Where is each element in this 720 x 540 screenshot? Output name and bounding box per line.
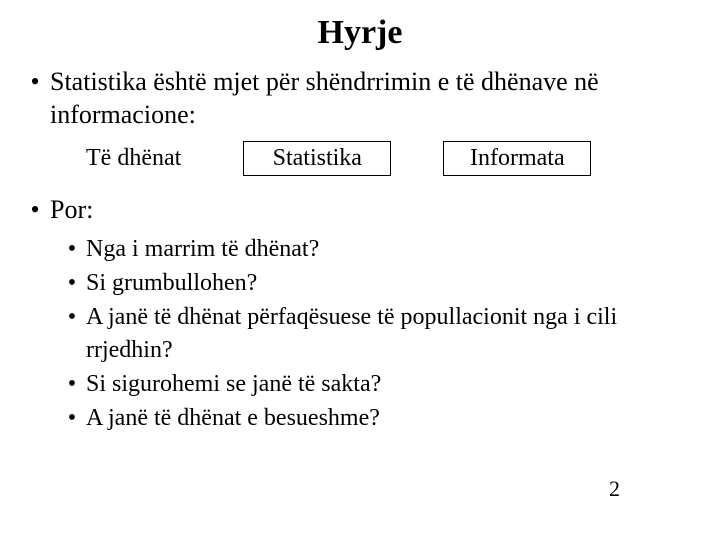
bullet-dot-icon: • [58,402,86,434]
flow-box-information: Informata [443,141,591,176]
bullet-level2: • A janë të dhënat e besueshme? [58,402,700,434]
bullet-dot-icon: • [58,233,86,265]
bullet-level2: • Si grumbullohen? [58,267,700,299]
flow-boxes-row: Të dhënat Statistika Informata [76,141,700,176]
bullet-level2-text: Nga i marrim të dhënat? [86,233,700,265]
bullet-level2: • A janë të dhënat përfaqësuese të popul… [58,301,700,366]
bullet-level2-text: A janë të dhënat e besueshme? [86,402,700,434]
bullet-level2: • Si sigurohemi se janë të sakta? [58,368,700,400]
flow-box-statistics: Statistika [243,141,391,176]
bullet-dot-icon: • [58,267,86,299]
flow-box-data: Të dhënat [76,142,191,175]
bullet-level2: • Nga i marrim të dhënat? [58,233,700,265]
bullet-level1-text: Por: [50,194,700,227]
bullet-dot-icon: • [58,368,86,400]
page-number: 2 [609,476,620,502]
bullet-level2-text: A janë të dhënat përfaqësuese të populla… [86,301,700,366]
bullet-dot-icon: • [58,301,86,333]
bullet-level2-text: Si sigurohemi se janë të sakta? [86,368,700,400]
bullet-level2-group: • Nga i marrim të dhënat? • Si grumbullo… [58,233,700,435]
bullet-dot-icon: • [20,66,50,99]
slide-title: Hyrje [20,14,700,52]
bullet-level1-text: Statistika është mjet për shëndrrimin e … [50,66,700,131]
bullet-dot-icon: • [20,194,50,227]
bullet-level1: • Por: [20,194,700,227]
bullet-level1: • Statistika është mjet për shëndrrimin … [20,66,700,131]
bullet-level2-text: Si grumbullohen? [86,267,700,299]
slide: Hyrje • Statistika është mjet për shëndr… [0,0,720,540]
